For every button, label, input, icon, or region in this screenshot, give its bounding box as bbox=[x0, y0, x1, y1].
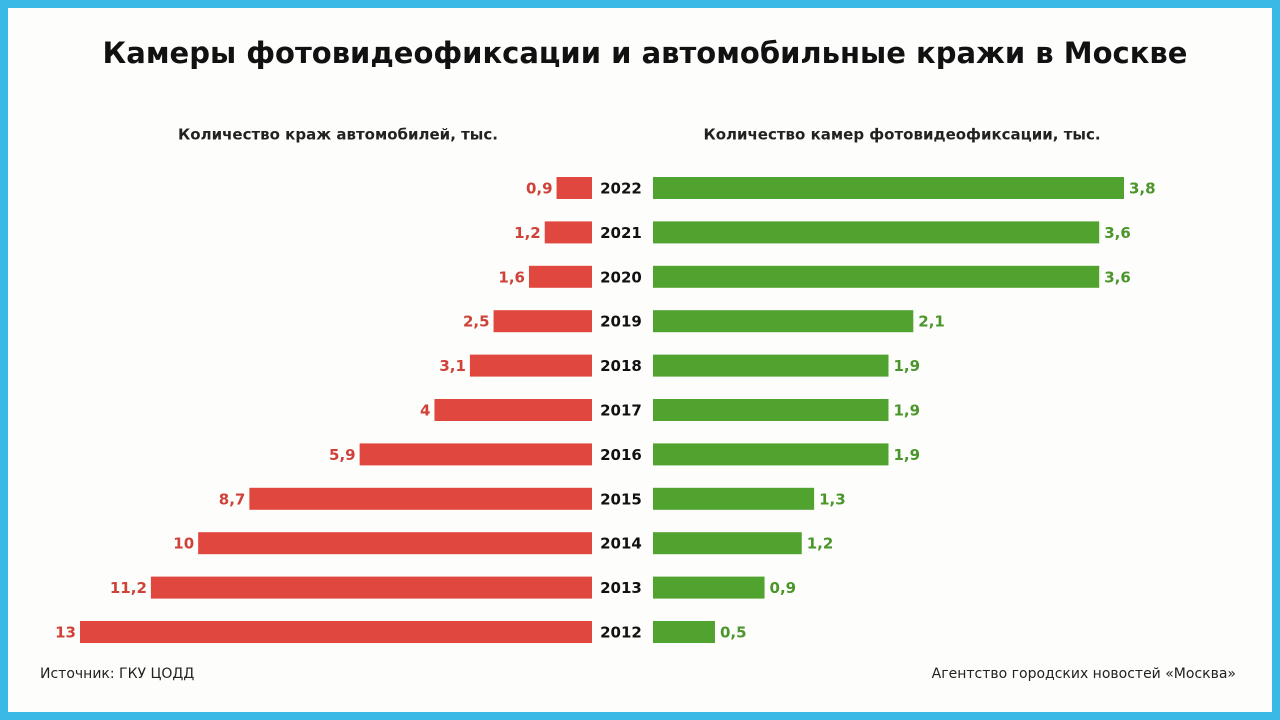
value-label: 1,9 bbox=[894, 357, 921, 375]
bar bbox=[653, 487, 815, 510]
value-label: 0,9 bbox=[770, 579, 797, 597]
category-label: 2015 bbox=[600, 490, 642, 508]
credit: Агентство городских новостей «Москва» bbox=[932, 666, 1236, 682]
bar bbox=[653, 443, 889, 466]
bar bbox=[150, 576, 592, 599]
value-label: 11,2 bbox=[110, 579, 147, 597]
value-label: 3,1 bbox=[439, 357, 466, 375]
source: Источник: ГКУ ЦОДД bbox=[40, 666, 194, 682]
value-label: 3,8 bbox=[1129, 180, 1156, 198]
bar bbox=[80, 621, 592, 643]
bar bbox=[469, 354, 592, 377]
chart-title: Камеры фотовидеофиксации и автомобильные… bbox=[103, 36, 1188, 70]
value-label: 2,5 bbox=[463, 313, 490, 331]
value-label: 1,9 bbox=[894, 402, 921, 420]
bar bbox=[653, 265, 1100, 288]
category-label: 2012 bbox=[600, 624, 642, 642]
value-label: 13 bbox=[55, 624, 76, 642]
category-label: 2018 bbox=[600, 357, 642, 375]
category-label: 2022 bbox=[600, 180, 642, 198]
value-label: 0,9 bbox=[526, 180, 553, 198]
bar bbox=[653, 399, 889, 421]
bar bbox=[544, 221, 592, 244]
value-label: 1,9 bbox=[894, 446, 921, 464]
bar bbox=[653, 221, 1100, 244]
category-label: 2020 bbox=[600, 268, 642, 286]
bar bbox=[556, 177, 592, 199]
bar bbox=[653, 177, 1124, 199]
value-label: 10 bbox=[173, 535, 194, 553]
value-label: 4 bbox=[420, 402, 430, 420]
bar bbox=[359, 443, 592, 466]
series-title: Количество краж автомобилей, тыс. bbox=[178, 126, 498, 144]
value-label: 0,5 bbox=[720, 624, 747, 642]
value-label: 1,2 bbox=[514, 224, 541, 242]
value-label: 1,6 bbox=[498, 268, 525, 286]
bar bbox=[198, 532, 592, 555]
bar bbox=[528, 265, 592, 288]
value-label: 5,9 bbox=[329, 446, 356, 464]
category-label: 2019 bbox=[600, 313, 642, 331]
bar bbox=[249, 487, 592, 510]
bar bbox=[653, 576, 765, 599]
category-label: 2017 bbox=[600, 402, 642, 420]
bar bbox=[653, 310, 914, 333]
bar bbox=[653, 354, 889, 377]
category-label: 2016 bbox=[600, 446, 642, 464]
category-label: 2021 bbox=[600, 224, 642, 242]
bar bbox=[434, 399, 592, 421]
value-label: 1,3 bbox=[819, 490, 846, 508]
bar bbox=[653, 532, 802, 555]
value-label: 2,1 bbox=[918, 313, 945, 331]
value-label: 3,6 bbox=[1104, 268, 1131, 286]
bar bbox=[653, 621, 715, 643]
value-label: 3,6 bbox=[1104, 224, 1131, 242]
category-label: 2014 bbox=[600, 535, 642, 553]
category-label: 2013 bbox=[600, 579, 642, 597]
value-label: 1,2 bbox=[807, 535, 834, 553]
series-title: Количество камер фотовидеофиксации, тыс. bbox=[703, 126, 1100, 144]
bar bbox=[493, 310, 592, 333]
value-label: 8,7 bbox=[219, 490, 246, 508]
